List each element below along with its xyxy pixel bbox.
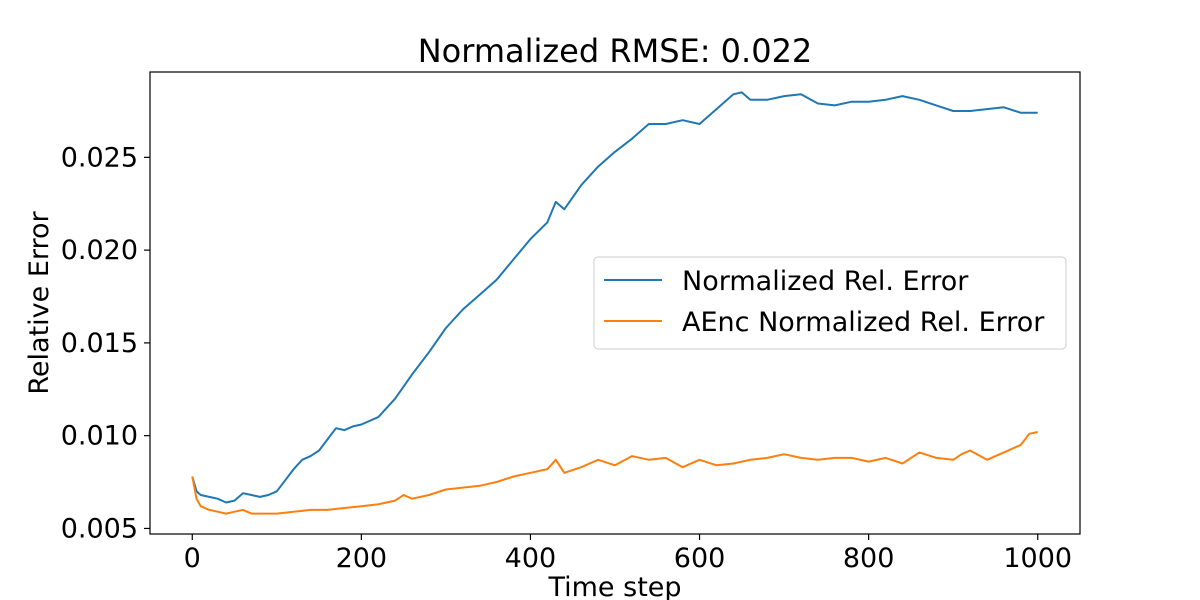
x-tick-label: 600 [674,543,726,574]
x-tick-label: 0 [184,543,201,574]
y-axis-label: Relative Error [24,210,55,394]
x-axis-label: Time step [547,572,681,600]
y-axis: 0.005 0.010 0.015 0.020 0.025 [61,142,150,544]
series-line-0 [191,91,1038,504]
x-axis: 0 200 400 600 800 1000 [184,534,1072,574]
chart-title: Normalized RMSE: 0.022 [418,32,813,70]
x-tick-label: 200 [336,543,388,574]
legend-box [593,256,1067,350]
series-line-1 [191,431,1038,515]
y-tick-label: 0.025 [61,142,138,173]
y-tick-label: 0.005 [61,513,138,544]
y-tick-label: 0.020 [61,235,138,266]
x-tick-label: 800 [843,543,895,574]
y-tick-label: 0.015 [61,328,138,359]
legend: Normalized Rel. Error AEnc Normalized Re… [593,256,1067,350]
legend-label-normalized-rel-error: Normalized Rel. Error [682,266,969,297]
series-layer [191,91,1038,515]
legend-label-aenc-normalized-rel-error: AEnc Normalized Rel. Error [682,307,1045,338]
x-tick-label: 1000 [1003,543,1072,574]
y-tick-label: 0.010 [61,421,138,452]
x-tick-label: 400 [505,543,557,574]
